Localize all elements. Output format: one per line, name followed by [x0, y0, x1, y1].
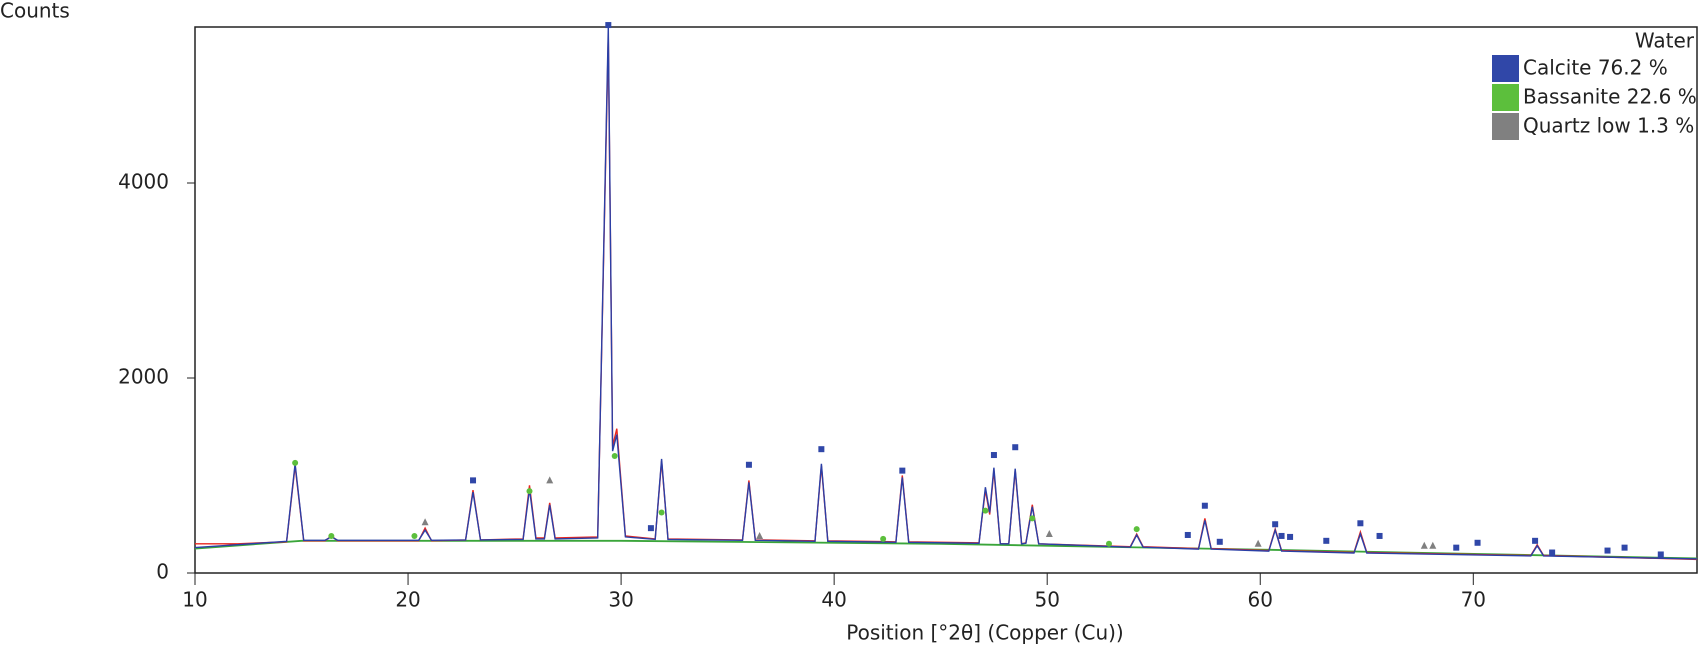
legend-swatch	[1492, 84, 1519, 111]
y-tick-label: 0	[156, 560, 169, 584]
phase-marker	[1105, 540, 1112, 547]
phase-marker	[1420, 541, 1428, 549]
x-tick-label: 60	[1248, 588, 1273, 612]
phase-marker	[1184, 531, 1191, 538]
phase-marker	[1278, 532, 1285, 539]
x-tick-label: 30	[608, 588, 633, 612]
plot-frame	[194, 26, 1698, 574]
legend-label: Quartz low 1.3 %	[1523, 114, 1694, 138]
phase-marker	[1657, 551, 1664, 558]
y-tick-label: 2000	[118, 365, 169, 389]
phase-marker	[1012, 444, 1019, 451]
phase-marker	[756, 531, 764, 539]
phase-marker	[1604, 547, 1611, 554]
phase-marker	[526, 488, 533, 495]
phase-marker	[1429, 541, 1437, 549]
y-tick-label: 4000	[118, 170, 169, 194]
phase-marker	[1272, 521, 1279, 528]
phase-marker	[1287, 533, 1294, 540]
x-tick-label: 50	[1034, 588, 1059, 612]
phase-marker	[605, 22, 612, 29]
phase-marker	[546, 476, 554, 484]
legend-swatch	[1492, 55, 1519, 82]
phase-marker	[982, 507, 989, 514]
phase-marker	[1357, 520, 1364, 527]
phase-marker	[1532, 537, 1539, 544]
phase-marker	[1474, 539, 1481, 546]
phase-marker	[1216, 538, 1223, 545]
phase-marker	[1323, 537, 1330, 544]
phase-marker	[1621, 544, 1628, 551]
phase-marker	[647, 525, 654, 532]
phase-marker	[1549, 549, 1556, 556]
legend-swatch	[1492, 113, 1519, 140]
phase-marker	[818, 446, 825, 453]
phase-marker	[470, 477, 477, 484]
legend-label: Calcite 76.2 %	[1523, 56, 1668, 80]
series-line	[195, 36, 1698, 561]
phase-marker	[1201, 502, 1208, 509]
series-line	[194, 26, 1698, 560]
phase-marker	[880, 535, 887, 542]
phase-marker	[658, 509, 665, 516]
x-tick-label: 20	[395, 588, 420, 612]
phase-marker	[421, 518, 429, 526]
y-axis-label: Counts	[0, 0, 70, 23]
phase-marker	[1029, 515, 1036, 522]
phase-marker	[1376, 532, 1383, 539]
legend-label: Bassanite 22.6 %	[1523, 85, 1697, 109]
phase-marker	[1133, 526, 1140, 533]
phase-marker	[1254, 539, 1262, 547]
x-tick-label: 40	[821, 588, 846, 612]
phase-marker	[411, 532, 418, 539]
x-tick-label: 10	[182, 588, 207, 612]
phase-marker	[611, 453, 618, 459]
phase-marker	[328, 532, 335, 539]
phase-marker	[745, 461, 752, 468]
legend-title: Water	[1635, 29, 1695, 53]
x-tick-label: 70	[1461, 588, 1486, 612]
phase-marker	[292, 459, 299, 466]
phase-marker	[990, 452, 997, 459]
phase-marker	[1453, 544, 1460, 551]
phase-marker	[1045, 530, 1053, 537]
x-axis-label: Position [°2θ] (Copper (Cu))	[846, 621, 1123, 645]
phase-marker	[899, 467, 906, 474]
